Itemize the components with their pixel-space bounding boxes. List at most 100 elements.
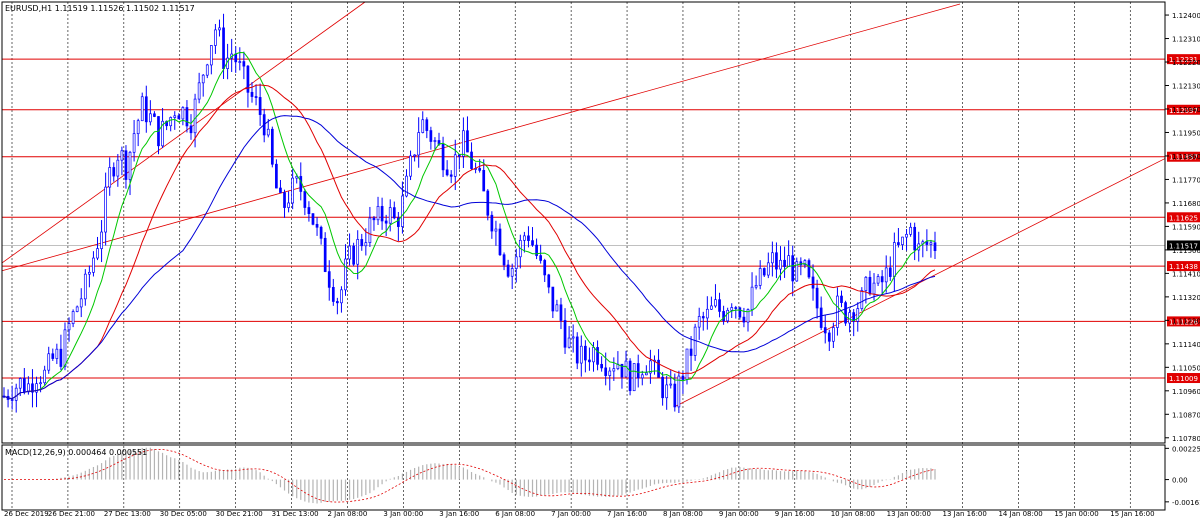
candle-body [124, 150, 128, 180]
candle [665, 375, 669, 410]
grid [11, 2, 1131, 510]
candle-body [238, 61, 242, 63]
candle-body [67, 323, 71, 331]
candle [340, 286, 343, 313]
candle-body [421, 119, 425, 133]
price-tick-label: 1.11680 [1172, 200, 1200, 208]
candle-body [384, 220, 388, 224]
horizontal-levels[interactable]: 1.12231 1.12037 1.11857 1.11625 1.11438 1.112… [2, 54, 1200, 384]
candle-body [31, 383, 34, 393]
level-label-bg [1167, 54, 1200, 65]
candle [527, 226, 530, 248]
candle [104, 172, 107, 246]
candle [315, 217, 319, 236]
candle-body [303, 191, 307, 208]
candle-body [644, 372, 648, 376]
candle [348, 233, 351, 266]
candle [425, 117, 429, 139]
candle-body [405, 175, 408, 197]
candle [892, 232, 896, 292]
candle-body [51, 353, 55, 359]
candle-body [364, 242, 368, 247]
trend-lines[interactable] [1, 1, 1166, 407]
candle [417, 117, 421, 168]
candle-body [71, 311, 75, 324]
candle-body [832, 327, 835, 342]
candle [360, 233, 364, 251]
candle-body [807, 260, 811, 278]
candle-body [22, 378, 26, 393]
candle [762, 267, 766, 278]
candle-body [392, 207, 396, 219]
candle-body [673, 383, 677, 408]
candle-body [604, 367, 608, 376]
candle [579, 335, 583, 377]
candle [291, 168, 295, 210]
candle [547, 273, 551, 294]
candle-body [425, 119, 429, 131]
candle [661, 372, 664, 406]
candle [124, 145, 128, 189]
price-tick-label: 1.11950 [1172, 129, 1200, 137]
price-tick-label: 1.12220 [1172, 59, 1200, 67]
candle [876, 273, 880, 287]
time-tick-label: 9 Jan 16:00 [775, 510, 815, 518]
candle-body [149, 113, 152, 123]
time-tick-label: 10 Jan 08:00 [831, 510, 875, 518]
candle [811, 264, 815, 301]
candle [413, 154, 416, 162]
candle [55, 343, 59, 365]
candle [795, 257, 799, 282]
trend-line-1 [1, 1, 366, 264]
candle [868, 270, 872, 296]
candle [649, 349, 652, 384]
candle-body [116, 159, 120, 177]
level-label-bg [1167, 151, 1200, 162]
candle [218, 19, 221, 37]
candle-body [689, 348, 693, 356]
candle [486, 189, 490, 221]
candle-body [523, 235, 526, 241]
candle-body [360, 239, 364, 247]
candle [59, 334, 63, 371]
candle-body [714, 299, 717, 307]
candle-body [547, 274, 551, 288]
candle [214, 23, 217, 54]
candle-body [527, 235, 530, 241]
candle [392, 201, 396, 220]
candle [275, 159, 278, 189]
candle-body [173, 115, 177, 118]
candle [238, 47, 242, 71]
candle-body [120, 150, 124, 161]
candle [632, 363, 636, 392]
candle [933, 231, 937, 260]
candle [421, 111, 425, 134]
trend-line-2 [1, 3, 961, 272]
price-tick-label: 1.10780 [1172, 435, 1200, 443]
candle-body [600, 363, 603, 369]
candle [563, 308, 567, 354]
candle-body [153, 113, 156, 117]
candle [384, 214, 388, 237]
candle-body [59, 348, 63, 367]
candle [514, 248, 518, 283]
candle [913, 222, 917, 261]
candle-body [307, 207, 311, 214]
candle [462, 117, 465, 168]
candle [584, 340, 587, 373]
candle [250, 82, 254, 103]
candle-body [283, 192, 286, 208]
candle [140, 92, 144, 122]
candle-body [388, 207, 392, 224]
candle [490, 211, 494, 239]
candle [897, 227, 900, 248]
level-label-bg [1167, 212, 1200, 223]
candle [331, 278, 335, 306]
candle-body [470, 151, 473, 169]
candle-body [214, 29, 217, 46]
candle-body [136, 120, 140, 135]
price-tick-label: 1.10870 [1172, 411, 1200, 419]
level-label: 1.12231 [1169, 56, 1198, 64]
candle [153, 111, 156, 118]
